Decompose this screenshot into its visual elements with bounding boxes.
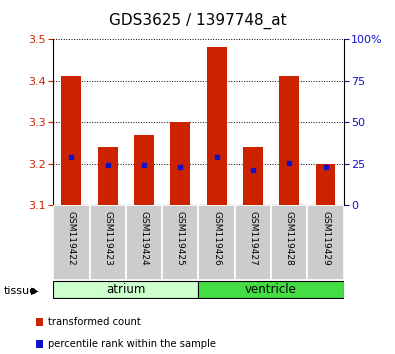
Text: transformed count: transformed count — [48, 317, 141, 327]
Text: GSM119426: GSM119426 — [212, 211, 221, 266]
Bar — [126, 205, 162, 280]
Bar — [53, 205, 90, 280]
Text: GSM119429: GSM119429 — [321, 211, 330, 266]
Bar — [243, 147, 263, 205]
Text: ventricle: ventricle — [245, 283, 297, 296]
Bar — [199, 205, 235, 280]
Text: atrium: atrium — [106, 283, 146, 296]
Text: GSM119425: GSM119425 — [176, 211, 185, 266]
Bar — [307, 205, 344, 280]
Text: GSM119424: GSM119424 — [139, 211, 149, 266]
Bar — [199, 281, 344, 298]
Bar — [271, 205, 307, 280]
Text: GSM119428: GSM119428 — [285, 211, 294, 266]
Bar — [162, 205, 199, 280]
Bar — [170, 122, 190, 205]
Bar — [53, 281, 199, 298]
Text: GSM119427: GSM119427 — [248, 211, 258, 266]
Text: tissue: tissue — [4, 286, 37, 296]
Bar — [62, 76, 81, 205]
Text: GSM119423: GSM119423 — [103, 211, 112, 266]
Bar — [98, 147, 118, 205]
Text: percentile rank within the sample: percentile rank within the sample — [48, 339, 216, 349]
Bar — [90, 205, 126, 280]
Bar — [207, 47, 227, 205]
Bar — [279, 76, 299, 205]
Text: ▶: ▶ — [31, 286, 38, 296]
Bar — [235, 205, 271, 280]
Text: GSM119422: GSM119422 — [67, 211, 76, 266]
Text: GDS3625 / 1397748_at: GDS3625 / 1397748_at — [109, 12, 286, 29]
Bar — [134, 135, 154, 205]
Bar — [316, 164, 335, 205]
